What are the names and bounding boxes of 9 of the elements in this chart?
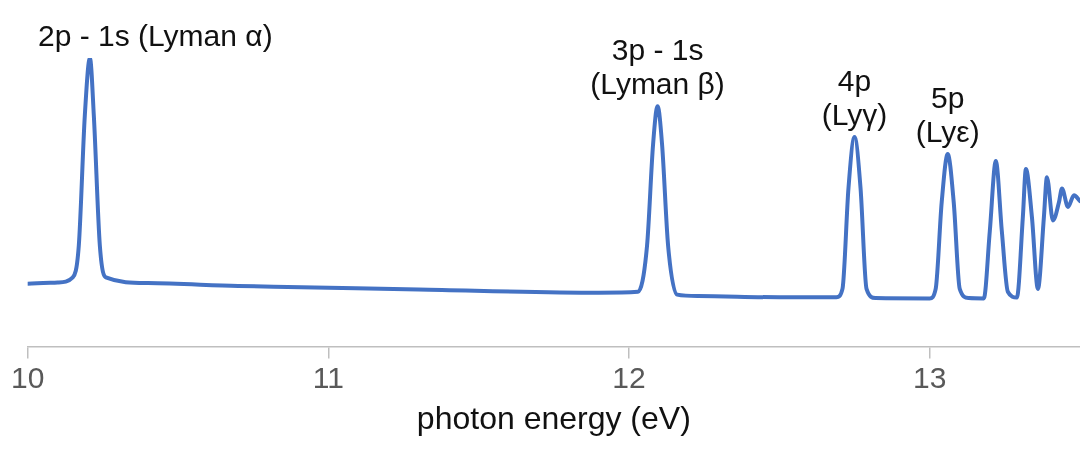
annotation: 5p (Lyε): [915, 81, 980, 149]
x-axis-title: photon energy (eV): [416, 399, 691, 436]
x-tick-label: 11: [312, 360, 344, 394]
x-tick-label: 10: [11, 360, 45, 394]
x-tick-label: 13: [912, 360, 947, 394]
annotation: 2p - 1s (Lyman α): [38, 19, 273, 52]
x-tick-label: 12: [612, 360, 646, 394]
annotation: 3p - 1s (Lyman β): [590, 33, 725, 101]
annotation: 4p (Lyγ): [821, 64, 888, 132]
